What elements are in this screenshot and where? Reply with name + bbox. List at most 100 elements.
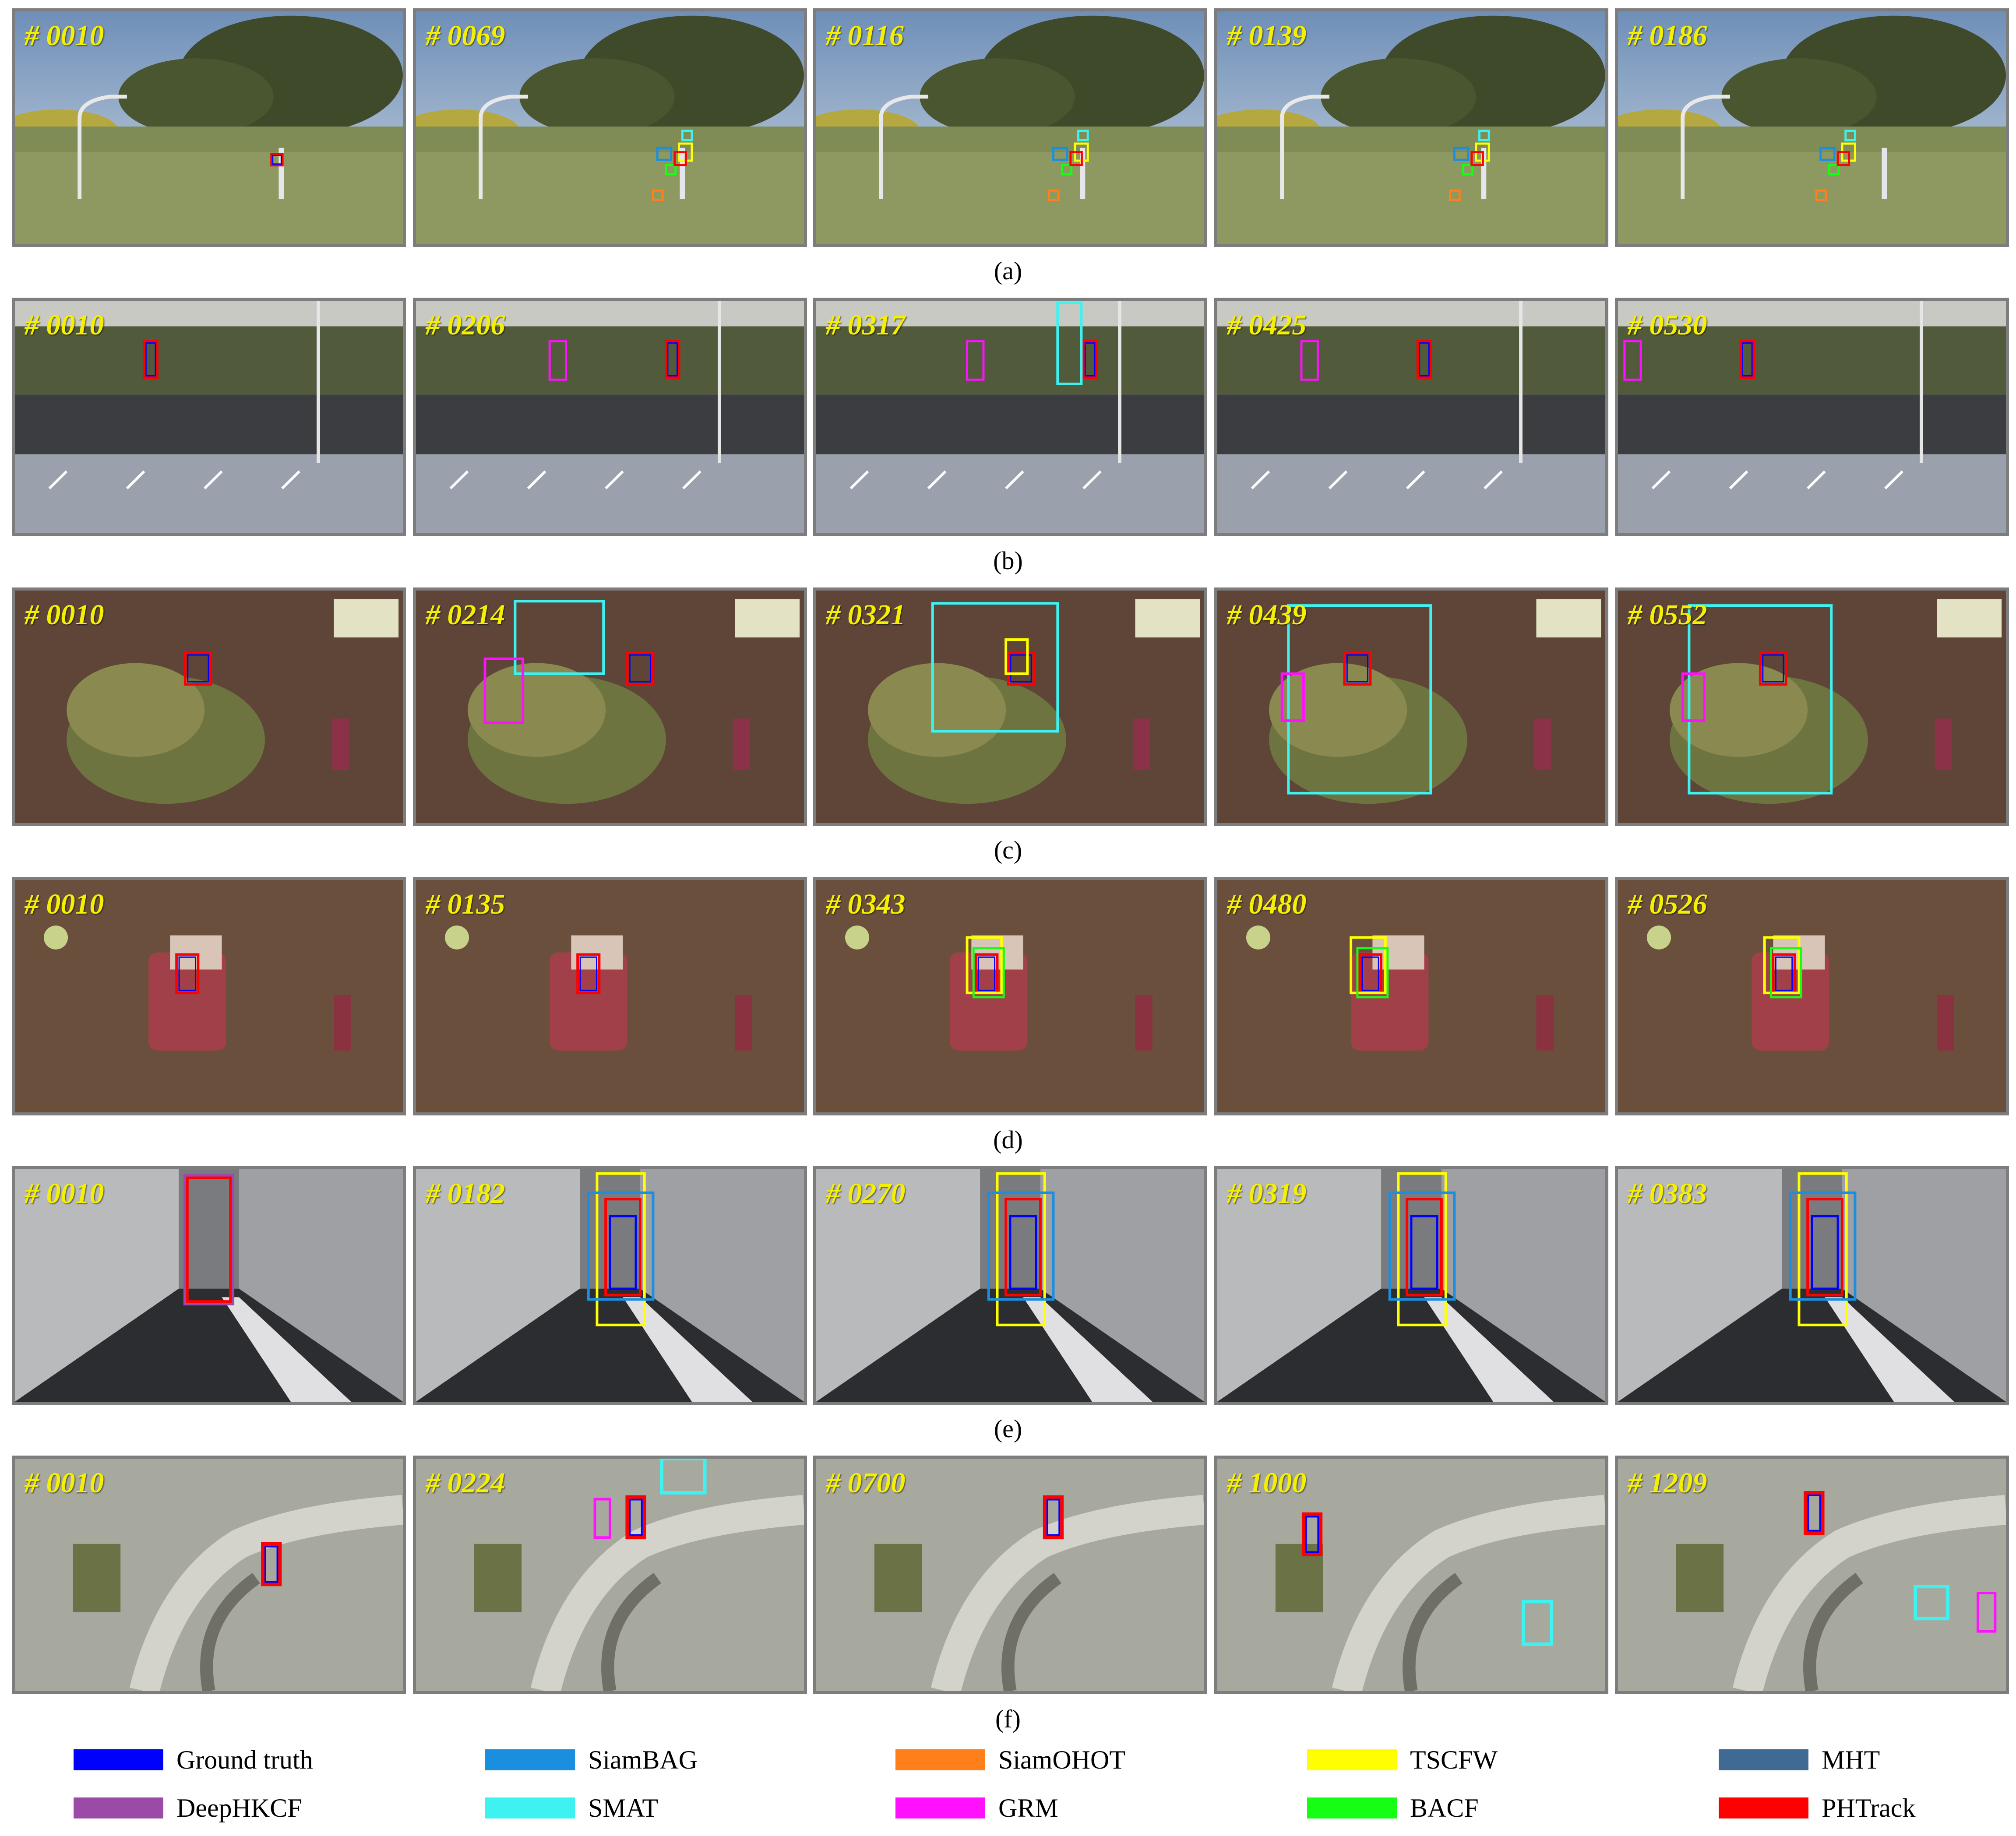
legend-label: GRM <box>998 1793 1058 1822</box>
legend-item: DeepHKCF <box>74 1794 302 1822</box>
legend-item: Ground truth <box>74 1745 313 1774</box>
legend-label: PHTrack <box>1822 1793 1916 1822</box>
scene-image <box>816 880 1204 1112</box>
tracking-frame: # 0116 <box>813 8 1207 247</box>
tracking-frame: # 0182 <box>413 1166 807 1405</box>
tracking-frame: # 0186 <box>1615 8 2009 247</box>
tracker-legend: Ground truth SiamBAG SiamOHOT TSCFW MHT DeepH… <box>0 1740 2016 1836</box>
scene-image <box>416 1169 804 1402</box>
scene-image <box>416 1459 804 1691</box>
frame-number: # 1000 <box>1227 1467 1307 1499</box>
scene-image <box>416 11 804 244</box>
legend-swatch <box>895 1797 985 1818</box>
row-caption: (c) <box>994 836 1022 864</box>
scene-image <box>15 591 403 823</box>
tracking-frame: # 0010 <box>12 877 406 1115</box>
tracking-frame: # 0135 <box>413 877 807 1115</box>
scene-image <box>816 1459 1204 1691</box>
row-caption: (a) <box>994 257 1022 285</box>
frame-number: # 0552 <box>1628 599 1707 631</box>
tracking-frame: # 0480 <box>1214 877 1608 1115</box>
frame-number: # 0321 <box>826 599 906 631</box>
frame-number: # 0214 <box>426 599 505 631</box>
frame-number: # 0182 <box>426 1178 505 1210</box>
tracking-frame: # 0010 <box>12 1456 406 1694</box>
tracking-frame: # 0214 <box>413 587 807 826</box>
tracking-frame: # 0343 <box>813 877 1207 1115</box>
tracking-frame: # 0206 <box>413 298 807 536</box>
scene-image <box>816 301 1204 533</box>
legend-item: SiamBAG <box>485 1745 698 1774</box>
frame-number: # 0439 <box>1227 599 1307 631</box>
legend-swatch <box>74 1749 163 1770</box>
frame-number: # 0010 <box>25 599 104 631</box>
tracking-frame: # 0010 <box>12 587 406 826</box>
tracking-frame: # 0439 <box>1214 587 1608 826</box>
scene-image <box>15 1459 403 1691</box>
legend-item: SiamOHOT <box>895 1745 1125 1774</box>
tracking-frame: # 0010 <box>12 1166 406 1405</box>
legend-label: TSCFW <box>1410 1745 1498 1774</box>
scene-image <box>1217 591 1605 823</box>
frame-number: # 0186 <box>1628 20 1707 52</box>
frame-number: # 1209 <box>1628 1467 1707 1499</box>
legend-swatch <box>485 1797 575 1818</box>
tracking-frame: # 0526 <box>1615 877 2009 1115</box>
tracking-frame: # 0069 <box>413 8 807 247</box>
frame-number: # 0480 <box>1227 888 1307 920</box>
tracking-frame: # 0552 <box>1615 587 2009 826</box>
scene-image <box>15 11 403 244</box>
scene-image <box>15 1169 403 1402</box>
legend-label: BACF <box>1410 1793 1479 1822</box>
frame-number: # 0116 <box>826 20 904 52</box>
frame-number: # 0010 <box>25 20 104 52</box>
frame-number: # 0526 <box>1628 888 1707 920</box>
tracking-frame: # 0530 <box>1615 298 2009 536</box>
scene-image <box>1618 880 2006 1112</box>
scene-image <box>1618 11 2006 244</box>
legend-label: SiamBAG <box>588 1745 698 1774</box>
frame-number: # 0010 <box>25 888 104 920</box>
tracking-frame: # 0321 <box>813 587 1207 826</box>
scene-image <box>1217 11 1605 244</box>
scene-image <box>816 11 1204 244</box>
legend-item: BACF <box>1307 1793 1479 1822</box>
row-caption: (f) <box>995 1705 1021 1733</box>
tracking-frame: # 0270 <box>813 1166 1207 1405</box>
legend-item: SMAT <box>485 1794 658 1822</box>
scene-image <box>416 301 804 533</box>
scene-image <box>1618 1459 2006 1691</box>
scene-image <box>816 1169 1204 1402</box>
row-caption: (b) <box>993 546 1023 575</box>
scene-image <box>1618 591 2006 823</box>
tracking-frame: # 0425 <box>1214 298 1608 536</box>
legend-item: TSCFW <box>1307 1745 1498 1774</box>
tracking-frame: # 0139 <box>1214 8 1608 247</box>
row-caption: (d) <box>993 1126 1023 1154</box>
frame-number: # 0010 <box>25 309 104 341</box>
frame-number: # 0139 <box>1227 20 1307 52</box>
tracking-frame: # 0319 <box>1214 1166 1608 1405</box>
scene-image <box>1217 1459 1605 1691</box>
legend-label: SiamOHOT <box>998 1745 1125 1774</box>
frame-number: # 0317 <box>826 309 906 341</box>
legend-item: GRM <box>895 1793 1058 1822</box>
frame-number: # 0270 <box>826 1178 906 1210</box>
legend-swatch <box>1719 1749 1808 1770</box>
legend-item: PHTrack <box>1719 1793 1916 1822</box>
frame-number: # 0383 <box>1628 1178 1707 1210</box>
frame-number: # 0135 <box>426 888 505 920</box>
scene-image <box>416 880 804 1112</box>
scene-image <box>1217 1169 1605 1402</box>
frame-number: # 0069 <box>426 20 505 52</box>
scene-image <box>416 591 804 823</box>
frame-number: # 0530 <box>1628 309 1707 341</box>
legend-label: Ground truth <box>176 1745 313 1774</box>
tracking-frame: # 0224 <box>413 1456 807 1694</box>
scene-image <box>1618 301 2006 533</box>
frame-number: # 0425 <box>1227 309 1307 341</box>
legend-swatch <box>1307 1749 1397 1770</box>
tracking-results-grid: # 0010 # 0069 # 0116 # 0139 <box>12 8 2009 1733</box>
scene-image <box>1618 1169 2006 1402</box>
legend-swatch <box>74 1797 163 1818</box>
